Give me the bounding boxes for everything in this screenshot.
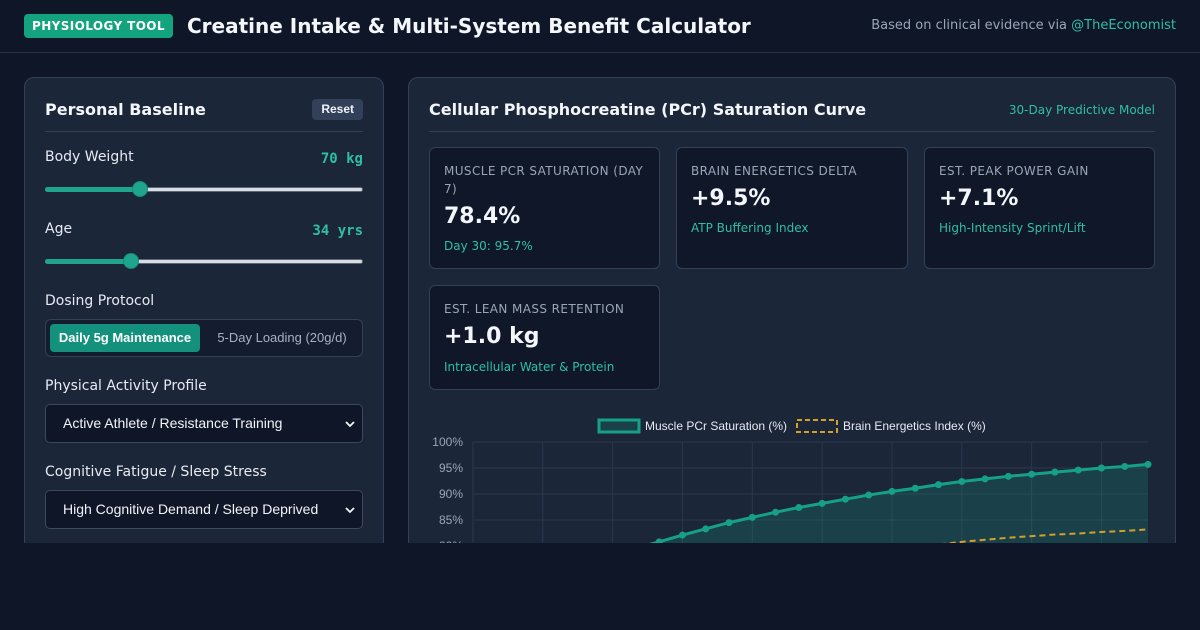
muscle-data-point [1004, 472, 1012, 480]
y-tick-label: 95% [439, 461, 463, 475]
dosing-option-loading[interactable]: 5-Day Loading (20g/d) [217, 330, 347, 345]
muscle-data-point [772, 508, 780, 516]
legend-swatch-brain [796, 419, 838, 433]
dosing-label: Dosing Protocol [45, 293, 155, 309]
y-tick-label: 90% [439, 487, 463, 501]
muscle-data-point [748, 513, 756, 521]
weight-value: 70 kg [320, 151, 363, 167]
muscle-data-point [911, 484, 919, 492]
muscle-data-point [1097, 464, 1105, 472]
stat-lean-mass: EST. LEAN MASS RETENTION +1.0 kg Intrace… [429, 285, 660, 390]
credit-prefix: Based on clinical evidence via [871, 18, 1072, 33]
dosing-option-maintenance[interactable]: Daily 5g Maintenance [50, 324, 200, 352]
viewport-bottom [0, 543, 1200, 630]
app-header: PHYSIOLOGY TOOL Creatine Intake & Multi-… [0, 0, 1200, 53]
legend-label-muscle: Muscle PCr Saturation (%) [645, 419, 787, 433]
slider-thumb[interactable] [122, 253, 139, 269]
muscle-data-point [888, 487, 896, 495]
muscle-data-point [1051, 468, 1059, 476]
saturation-chart: 100%95%90%85%80%Muscle PCr Saturation (%… [432, 418, 1152, 596]
age-slider[interactable] [45, 253, 363, 269]
divider [429, 131, 1155, 132]
activity-label: Physical Activity Profile [45, 378, 207, 394]
divider [45, 131, 363, 132]
y-tick-label: 85% [439, 513, 463, 527]
stat-sub: Intracellular Water & Protein [444, 360, 615, 374]
stat-sub: Day 30: 95.7% [444, 239, 533, 253]
chevron-down-icon [345, 421, 355, 428]
muscle-data-point [795, 504, 803, 512]
cognitive-select[interactable]: High Cognitive Demand / Sleep Deprived [45, 490, 363, 529]
stat-label: MUSCLE PCR SATURATION (DAY 7) [444, 164, 644, 196]
stat-sub: High-Intensity Sprint/Lift [939, 221, 1086, 235]
stat-value: +1.0 kg [444, 324, 540, 349]
muscle-data-point [865, 491, 873, 499]
cognitive-label: Cognitive Fatigue / Sleep Stress [45, 464, 267, 480]
chevron-down-icon [345, 507, 355, 514]
stat-value: 78.4% [444, 204, 521, 229]
stat-sub: ATP Buffering Index [691, 221, 809, 235]
muscle-data-point [981, 475, 989, 483]
age-value: 34 yrs [312, 223, 363, 239]
page-title: Creatine Intake & Multi-System Benefit C… [187, 14, 751, 38]
y-tick-label: 100% [432, 435, 463, 449]
age-label: Age [45, 221, 73, 237]
muscle-data-point [678, 531, 686, 539]
slider-fill [45, 259, 131, 264]
muscle-data-point [818, 499, 826, 507]
source-credit: Based on clinical evidence via @TheEcono… [871, 17, 1176, 35]
muscle-data-point [935, 481, 943, 489]
legend-swatch-muscle [597, 418, 641, 434]
saturation-panel: Cellular Phosphocreatine (PCr) Saturatio… [408, 77, 1176, 597]
slider-fill [45, 187, 141, 192]
activity-select[interactable]: Active Athlete / Resistance Training [45, 404, 363, 443]
muscle-data-point [841, 495, 849, 503]
muscle-data-point [958, 478, 966, 486]
muscle-data-point [1074, 466, 1082, 474]
source-link[interactable]: @TheEconomist [1071, 18, 1176, 33]
cognitive-selected-value: High Cognitive Demand / Sleep Deprived [63, 501, 319, 517]
personal-baseline-panel: Personal Baseline Reset Body Weight 70 k… [24, 77, 384, 597]
category-badge: PHYSIOLOGY TOOL [24, 14, 173, 38]
reset-button[interactable]: Reset [312, 99, 363, 120]
model-label: 30-Day Predictive Model [1008, 103, 1155, 117]
stat-brain-energetics: BRAIN ENERGETICS DELTA +9.5% ATP Bufferi… [676, 147, 908, 269]
muscle-data-point [702, 525, 710, 533]
muscle-data-point [1028, 470, 1036, 478]
stat-value: +9.5% [691, 186, 771, 211]
stat-label: EST. LEAN MASS RETENTION [444, 302, 625, 316]
saturation-title: Cellular Phosphocreatine (PCr) Saturatio… [429, 100, 867, 119]
weight-slider[interactable] [45, 181, 363, 197]
muscle-data-point [725, 519, 733, 527]
dosing-protocol-toggle: Daily 5g Maintenance 5-Day Loading (20g/… [45, 319, 363, 357]
stat-muscle-pcr: MUSCLE PCR SATURATION (DAY 7) 78.4% Day … [429, 147, 660, 269]
slider-thumb[interactable] [132, 181, 149, 197]
muscle-data-point [1121, 462, 1129, 470]
activity-selected-value: Active Athlete / Resistance Training [63, 415, 283, 431]
weight-label: Body Weight [45, 149, 134, 165]
stat-peak-power: EST. PEAK POWER GAIN +7.1% High-Intensit… [924, 147, 1155, 269]
muscle-data-point [1144, 460, 1152, 468]
stat-label: BRAIN ENERGETICS DELTA [691, 164, 857, 178]
stat-label: EST. PEAK POWER GAIN [939, 164, 1089, 178]
stat-value: +7.1% [939, 186, 1019, 211]
legend-label-brain: Brain Energetics Index (%) [843, 419, 986, 433]
baseline-title: Personal Baseline [45, 100, 206, 119]
